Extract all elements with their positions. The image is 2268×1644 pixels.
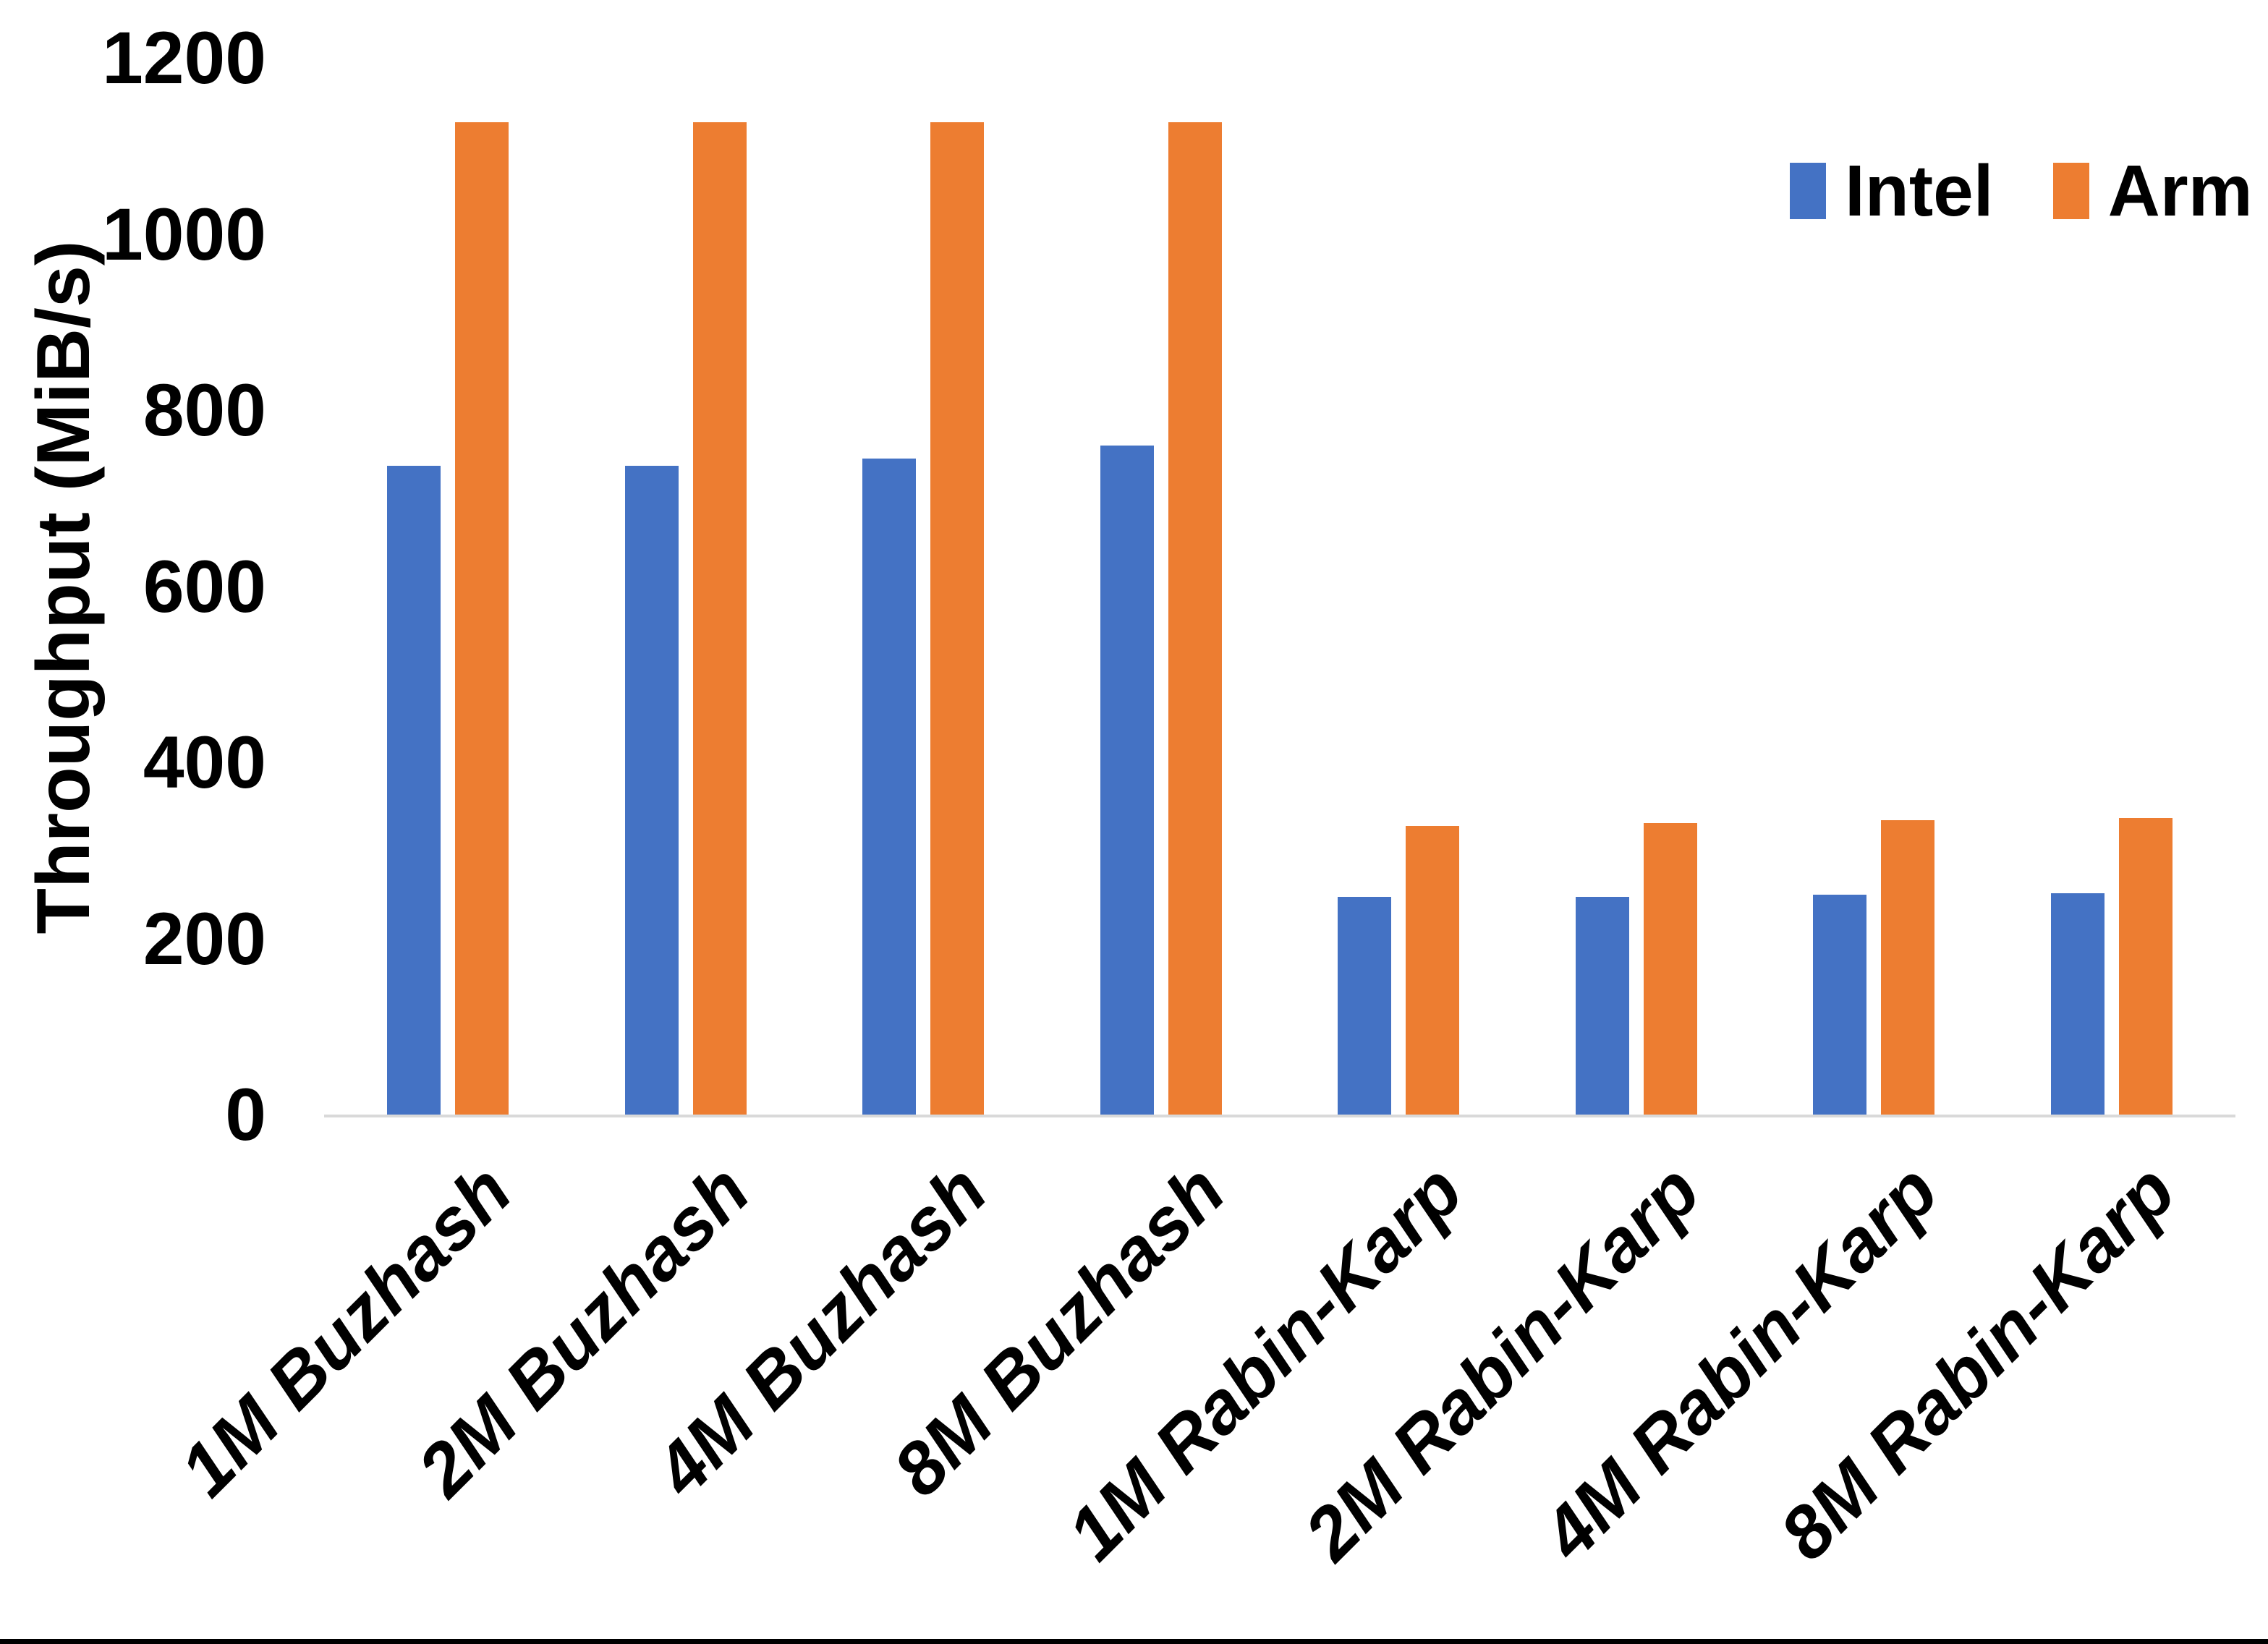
y-tick-label-200: 200 (143, 897, 266, 980)
legend-item-intel: Intel (1790, 155, 1994, 227)
bar-intel-4m-buzhash (862, 458, 917, 1115)
bar-arm-4m-rabin-karp (1881, 820, 1935, 1115)
legend-label-intel: Intel (1845, 150, 1994, 231)
bar-intel-4m-rabin-karp (1813, 894, 1867, 1115)
legend-swatch-intel (1790, 163, 1826, 219)
bar-arm-2m-rabin-karp (1643, 823, 1697, 1115)
bar-intel-2m-rabin-karp (1575, 897, 1629, 1115)
bar-arm-1m-buzhash (455, 122, 509, 1115)
y-tick-label-600: 600 (143, 545, 266, 628)
bar-intel-8m-rabin-karp (2050, 893, 2105, 1115)
bar-intel-8m-buzhash (1100, 445, 1154, 1115)
legend-swatch-arm (2052, 163, 2089, 219)
bar-arm-8m-rabin-karp (2118, 817, 2173, 1115)
bar-intel-1m-buzhash (387, 465, 441, 1115)
legend: Intel Arm (1790, 155, 2253, 227)
x-axis-line (324, 1115, 2235, 1117)
x-axis-label-8m-rabin-karp: 8M Rabin-Karp (1764, 1149, 2191, 1576)
y-tick-label-800: 800 (143, 369, 266, 451)
bar-intel-1m-rabin-karp (1338, 897, 1392, 1115)
bar-arm-2m-buzhash (692, 122, 747, 1115)
legend-label-arm: Arm (2107, 150, 2253, 231)
bar-arm-4m-buzhash (930, 122, 985, 1115)
y-tick-label-1000: 1000 (102, 192, 266, 276)
y-tick-label-1200: 1200 (102, 17, 266, 99)
y-tick-label-0: 0 (225, 1073, 266, 1156)
bar-arm-8m-buzhash (1168, 122, 1222, 1115)
legend-item-arm: Arm (2052, 150, 2253, 231)
x-axis-label-2m-rabin-karp: 2M Rabin-Karp (1288, 1149, 1715, 1576)
window-bottom-border (0, 1639, 2268, 1644)
bar-intel-2m-buzhash (624, 465, 679, 1115)
y-tick-label-400: 400 (143, 721, 266, 804)
bar-arm-1m-rabin-karp (1406, 825, 1460, 1115)
